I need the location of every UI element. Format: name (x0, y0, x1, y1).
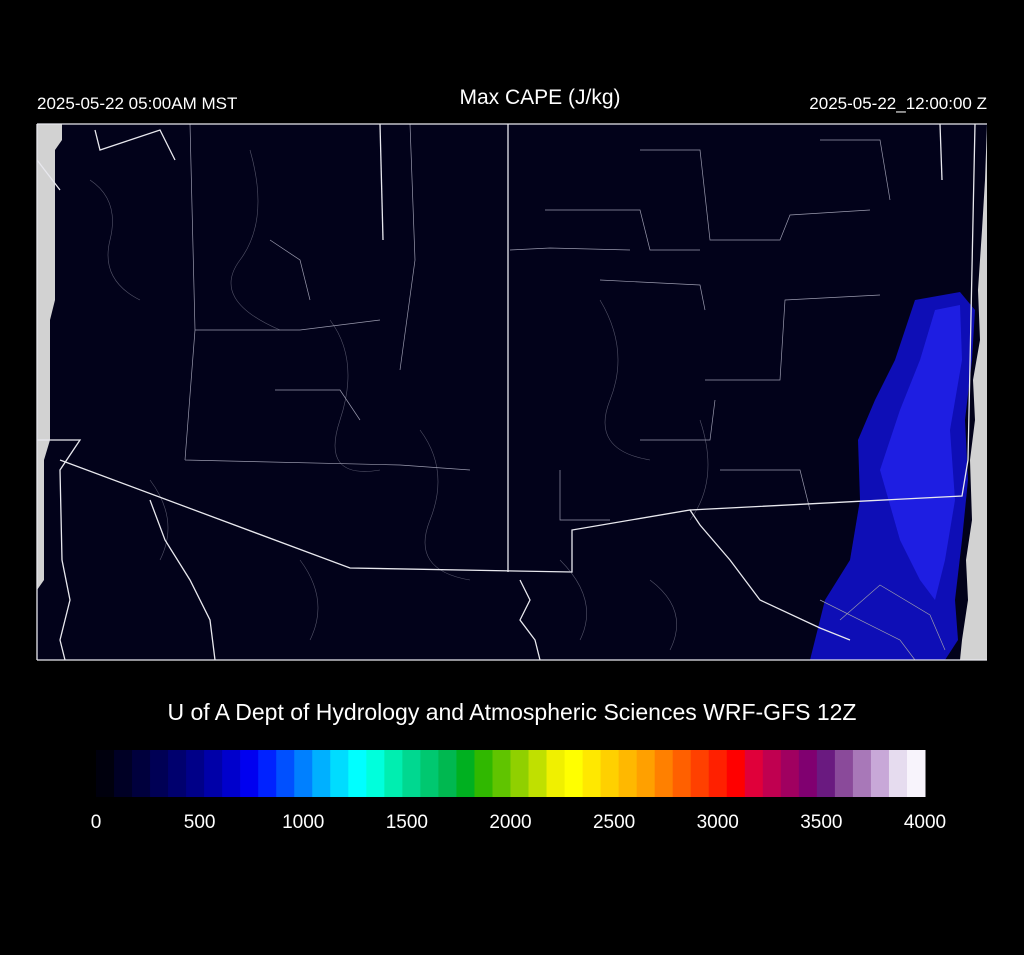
colorbar-swatch (564, 750, 584, 797)
colorbar-swatch (816, 750, 836, 797)
colorbar-swatch (690, 750, 710, 797)
colorbar-swatch (222, 750, 241, 797)
colorbar-swatch (258, 750, 277, 797)
colorbar-swatch (114, 750, 133, 797)
colorbar-tick-label: 500 (184, 812, 216, 833)
colorbar-swatch (906, 750, 926, 797)
colorbar-swatch (168, 750, 187, 797)
colorbar-swatch (780, 750, 800, 797)
colorbar-swatch (312, 750, 331, 797)
colorbar-swatch (798, 750, 818, 797)
colorbar-swatch (870, 750, 890, 797)
no-data-east (960, 124, 987, 660)
topography (89, 149, 709, 651)
cape-core (880, 305, 962, 600)
colorbar-swatch (294, 750, 313, 797)
colorbar-swatch (672, 750, 692, 797)
colorbar-swatch (744, 750, 764, 797)
colorbar-swatch (96, 750, 115, 797)
colorbar-swatch (708, 750, 728, 797)
colorbar-swatch (762, 750, 782, 797)
colorbar-swatch (456, 750, 475, 797)
colorbar-swatch (402, 750, 421, 797)
colorbar-tick-label: 3500 (800, 812, 842, 833)
colorbar-swatch (204, 750, 223, 797)
colorbar-swatch (600, 750, 620, 797)
colorbar-tick-label: 2500 (593, 812, 635, 833)
colorbar-swatch (132, 750, 151, 797)
colorbar: 0 500 1000 1500 2000 2500 3000 3500 4000 (91, 750, 946, 833)
colorbar-swatch (528, 750, 548, 797)
colorbar-swatch (240, 750, 259, 797)
map-title: Max CAPE (J/kg) (459, 86, 620, 109)
map (36, 123, 987, 661)
no-data-west (37, 124, 62, 590)
colorbar-swatch (366, 750, 385, 797)
colorbar-swatch (618, 750, 638, 797)
colorbar-swatch (888, 750, 908, 797)
colorbar-swatch (348, 750, 367, 797)
colorbar-swatch (384, 750, 403, 797)
local-time: 2025-05-22 05:00AM MST (37, 94, 237, 113)
colorbar-swatch (330, 750, 349, 797)
colorbar-swatch (546, 750, 566, 797)
county-lines (184, 123, 946, 661)
colorbar-swatch (852, 750, 872, 797)
colorbar-swatch (726, 750, 746, 797)
colorbar-tick-label: 2000 (489, 812, 531, 833)
colorbar-swatch (582, 750, 602, 797)
colorbar-tick-label: 1500 (386, 812, 428, 833)
colorbar-swatch (492, 750, 511, 797)
colorbar-tick-label: 3000 (697, 812, 739, 833)
colorbar-swatch (276, 750, 295, 797)
colorbar-swatch (150, 750, 169, 797)
colorbar-swatch (438, 750, 457, 797)
colorbar-swatch (474, 750, 493, 797)
colorbar-tick-label: 1000 (282, 812, 324, 833)
state-borders (36, 123, 987, 661)
colorbar-swatch (186, 750, 205, 797)
valid-time: 2025-05-22_12:00:00 Z (809, 94, 987, 113)
colorbar-swatch (510, 750, 530, 797)
colorbar-tick-label: 0 (91, 812, 102, 833)
credit: U of A Dept of Hydrology and Atmospheric… (167, 699, 856, 725)
colorbar-swatch (834, 750, 854, 797)
colorbar-swatch (420, 750, 439, 797)
colorbar-swatch (654, 750, 674, 797)
colorbar-tick-label: 4000 (904, 812, 946, 833)
colorbar-swatch (636, 750, 656, 797)
